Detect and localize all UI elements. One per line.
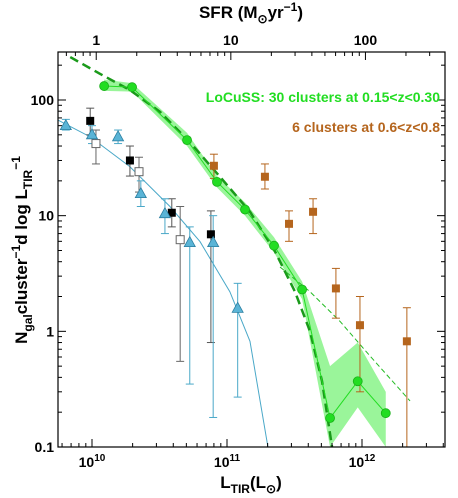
x2-axis-label-part: −1 bbox=[284, 0, 298, 14]
point bbox=[59, 118, 73, 131]
x-axis-label-part: (L bbox=[250, 473, 266, 492]
plot-frame bbox=[57, 51, 446, 448]
point bbox=[240, 204, 250, 215]
x2-axis-label-part: SFR (M bbox=[199, 3, 258, 22]
x-tick-base: 10 bbox=[214, 454, 230, 470]
y-axis-label-part: gal bbox=[21, 314, 35, 331]
x-tick-base: 10 bbox=[79, 454, 95, 470]
point bbox=[183, 235, 196, 247]
x-tick-exponent: 12 bbox=[364, 453, 376, 464]
error-bar bbox=[309, 198, 318, 235]
point bbox=[285, 219, 294, 228]
point bbox=[134, 186, 148, 199]
point bbox=[91, 139, 101, 149]
model-curve bbox=[69, 55, 334, 447]
point bbox=[86, 116, 95, 125]
x-axis-label-part: ⊙ bbox=[266, 482, 276, 496]
x2-tick-label: 100 bbox=[354, 32, 378, 48]
error-bar bbox=[185, 226, 194, 385]
y-tick-label: 100 bbox=[31, 92, 55, 108]
x-axis-label-part: L bbox=[220, 473, 230, 492]
point bbox=[260, 172, 269, 181]
point bbox=[134, 167, 144, 177]
point bbox=[402, 337, 411, 346]
annotation: 6 clusters at 0.6<z<0.8 bbox=[292, 119, 440, 135]
point bbox=[325, 413, 335, 423]
point bbox=[206, 230, 215, 239]
point bbox=[206, 235, 220, 247]
x2-tick-label: 1 bbox=[92, 32, 100, 48]
y-tick-label: 0.1 bbox=[35, 439, 55, 455]
error-bar bbox=[233, 282, 242, 398]
point bbox=[182, 135, 192, 146]
x-tick-exponent: 10 bbox=[94, 453, 106, 464]
point bbox=[209, 161, 218, 170]
y-tick-label: 1 bbox=[46, 323, 54, 339]
x2-axis-label-part: ) bbox=[297, 3, 303, 22]
x-tick-exponent: 11 bbox=[229, 453, 240, 464]
x-tick-label: 1011 bbox=[214, 453, 241, 470]
y-axis-label-part: cluster bbox=[12, 258, 31, 314]
model-curve bbox=[279, 266, 411, 402]
point bbox=[297, 284, 307, 295]
error-bar bbox=[176, 206, 185, 362]
error-bar bbox=[402, 307, 411, 447]
error-bar bbox=[355, 296, 364, 393]
series-line bbox=[104, 85, 387, 420]
x-axis-label-part: ) bbox=[276, 473, 282, 492]
point bbox=[380, 449, 388, 457]
x-axis-label-part: TIR bbox=[231, 482, 251, 496]
point bbox=[127, 82, 137, 93]
error-bar bbox=[331, 267, 340, 319]
point bbox=[269, 240, 279, 251]
error-bar bbox=[209, 215, 218, 418]
point bbox=[111, 130, 125, 142]
y-axis-label-part: N bbox=[12, 332, 31, 344]
point bbox=[125, 156, 134, 165]
point bbox=[380, 408, 391, 419]
y-tick-label: 10 bbox=[38, 208, 54, 224]
point bbox=[212, 176, 222, 187]
point bbox=[331, 284, 340, 293]
x2-axis-label-part: yr bbox=[268, 3, 284, 22]
y-axis-label-part: −1 bbox=[9, 156, 23, 170]
x2-tick-label: 10 bbox=[223, 32, 239, 48]
x-tick-label: 1012 bbox=[349, 453, 376, 470]
y-axis-label-part: d log L bbox=[12, 189, 31, 245]
point bbox=[175, 235, 185, 245]
x2-axis-label-part: ⊙ bbox=[258, 12, 268, 26]
x2-axis-label: SFR (M⊙yr−1) bbox=[199, 0, 303, 26]
point bbox=[352, 376, 363, 387]
point bbox=[99, 81, 110, 91]
y-axis-label: Ngalcluster−1d log LTIR−1 bbox=[9, 156, 35, 344]
point bbox=[355, 321, 364, 330]
plot-area bbox=[58, 55, 411, 457]
point bbox=[231, 301, 244, 313]
x-tick-base: 10 bbox=[349, 454, 365, 470]
x-tick-label: 1010 bbox=[79, 453, 106, 470]
point bbox=[158, 206, 172, 219]
y-axis-label-part: −1 bbox=[9, 245, 23, 259]
x-axis-label: LTIR(L⊙) bbox=[220, 473, 282, 496]
point bbox=[167, 208, 176, 217]
point bbox=[309, 207, 318, 216]
point bbox=[85, 127, 99, 140]
annotation: LoCuSS: 30 clusters at 0.15<z<0.30 bbox=[206, 89, 440, 105]
y-axis-label-part: TIR bbox=[21, 169, 35, 189]
